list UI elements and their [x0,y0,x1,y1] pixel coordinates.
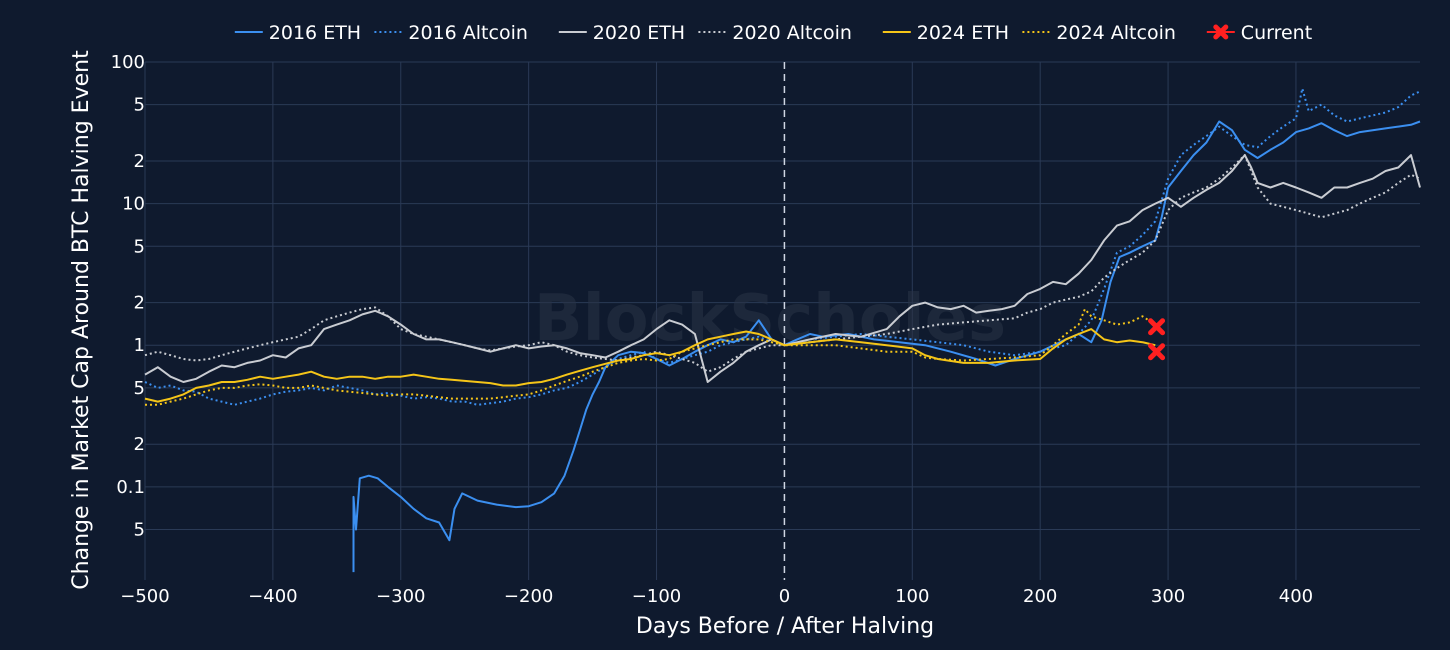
y-axis-title: Change in Market Cap Around BTC Halving … [69,50,94,590]
x-tick-label: 0 [779,586,790,607]
x-tick-label: −500 [120,586,169,607]
watermark: BlockScholes [534,282,1006,356]
y-tick-label: 0.1 [116,477,145,498]
x-axis-ticks: −500 −400 −300 −200 −100 0 100 200 300 400 [120,586,1313,607]
legend-item-2024-eth[interactable]: 2024 ETH [882,22,1009,44]
legend-label: 2016 ETH [269,22,361,44]
x-tick-label: 200 [1023,586,1057,607]
legend-item-2020-eth[interactable]: 2020 ETH [558,22,685,44]
y-tick-label: 5 [134,378,145,399]
y-tick-label: 2 [134,434,145,455]
y-tick-label: 10 [122,194,145,215]
x-tick-label: 100 [895,586,929,607]
series-line-2016-eth [352,120,1421,573]
legend-label: 2024 ETH [917,22,1009,44]
legend-label: 2024 Altcoin [1056,22,1176,44]
x-tick-label: 300 [1151,586,1185,607]
y-tick-label: 5 [134,520,145,541]
legend-item-2024-altcoin[interactable]: 2024 Altcoin [1022,22,1176,44]
legend-label: 2020 ETH [593,22,685,44]
series-layer [144,87,1421,573]
legend-label: 2016 Altcoin [408,22,528,44]
legend-item-2016-altcoin[interactable]: 2016 Altcoin [374,22,528,44]
legend-item-current[interactable]: Current [1206,22,1312,44]
y-tick-label: 5 [134,236,145,257]
y-axis-ticks: 5 0.1 2 5 1 2 5 10 2 5 100 [111,52,145,541]
y-tick-label: 2 [134,293,145,314]
y-tick-label: 1 [134,335,145,356]
legend-label: 2020 Altcoin [732,22,852,44]
series-line-2024-eth [144,328,1156,403]
legend[interactable]: 2016 ETH 2016 Altcoin 2020 ETH 2020 Altcoin… [234,22,1312,44]
x-tick-label: −400 [248,586,297,607]
x-tick-label: −100 [632,586,681,607]
y-tick-label: 5 [134,95,145,116]
x-tick-label: −200 [504,586,553,607]
current-marker [1148,343,1166,361]
current-markers [1148,318,1166,361]
series-line-2020-eth [144,154,1421,383]
x-axis-title: Days Before / After Halving [636,614,934,639]
x-tick-label: −300 [376,586,425,607]
legend-marker [1213,24,1229,40]
x-tick-label: 400 [1279,586,1313,607]
legend-item-2020-altcoin[interactable]: 2020 Altcoin [698,22,852,44]
y-tick-label: 100 [111,52,145,73]
legend-item-2016-eth[interactable]: 2016 ETH [234,22,361,44]
legend-label: Current [1241,22,1312,44]
current-marker [1148,318,1166,336]
y-tick-label: 2 [134,151,145,172]
